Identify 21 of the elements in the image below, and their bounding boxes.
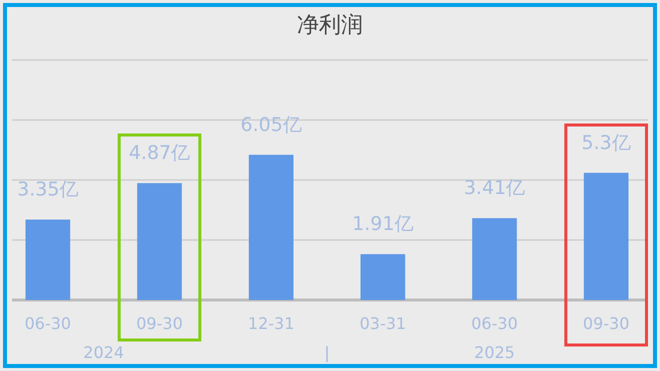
text: 2024 bbox=[83, 343, 124, 362]
bar bbox=[472, 218, 517, 300]
bar bbox=[360, 254, 406, 300]
bar bbox=[137, 183, 182, 300]
chart-title: 净利润 bbox=[297, 13, 363, 38]
data-label: 6.05亿 bbox=[240, 114, 302, 136]
data-label: 1.91亿 bbox=[352, 213, 414, 236]
bar bbox=[584, 172, 628, 300]
bar bbox=[248, 154, 294, 300]
data-label: 3.35亿 bbox=[17, 178, 78, 201]
data-label: 4.87亿 bbox=[128, 142, 190, 164]
x-tick-label: 12-31 bbox=[248, 314, 294, 333]
x-tick-label: 03-31 bbox=[360, 314, 406, 333]
data-label: 3.41亿 bbox=[464, 177, 526, 200]
x-tick-label: 06-30 bbox=[471, 314, 518, 333]
data-label: 5.3亿 bbox=[582, 132, 631, 154]
text: 2025 bbox=[474, 343, 515, 362]
x-tick-label: 09-30 bbox=[582, 314, 630, 333]
bar bbox=[26, 220, 70, 300]
x-tick-label: 06-30 bbox=[24, 314, 72, 333]
x-tick-label: 09-30 bbox=[136, 314, 183, 333]
